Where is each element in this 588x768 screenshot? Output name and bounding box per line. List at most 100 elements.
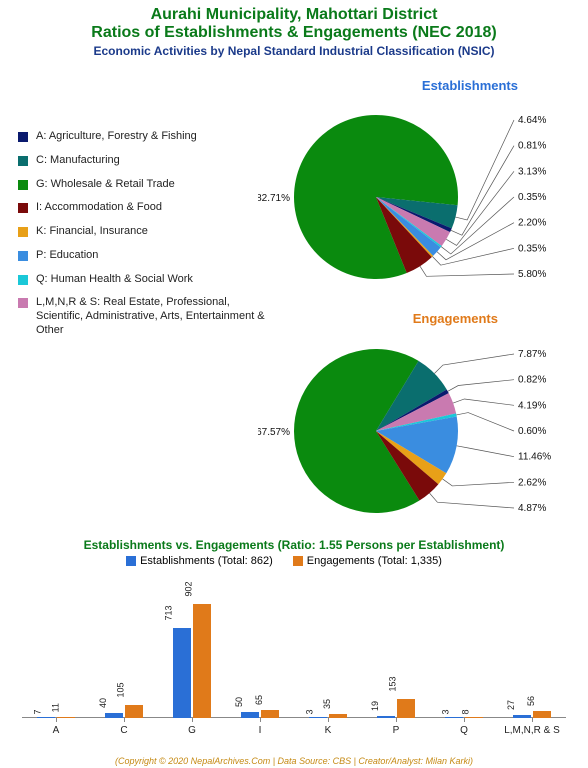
bar-category-label: C — [90, 725, 158, 736]
bar: 7 — [37, 717, 55, 718]
bar-tick — [192, 718, 193, 722]
pie-pct-label: 2.20% — [518, 218, 546, 229]
bar-baseline — [22, 717, 566, 718]
bar-tick — [532, 718, 533, 722]
pie-pct-label: 3.13% — [518, 166, 546, 177]
bar: 35 — [329, 714, 347, 718]
pie-pct-label: 11.46% — [518, 452, 551, 463]
pie-pct-label: 2.62% — [518, 477, 546, 488]
bar-value: 50 — [234, 697, 245, 707]
legend-item: A: Agriculture, Forestry & Fishing — [18, 130, 266, 144]
legend-text: P: Education — [36, 249, 98, 263]
leader-line — [448, 380, 514, 392]
pie-engagements: 67.57% 7.87% 0.82% 4.19% 0.60% 11.46% 2.62% 4.8… — [258, 326, 578, 536]
legend-item: Q: Human Health & Social Work — [18, 273, 266, 287]
bar: 8 — [465, 717, 483, 718]
bar: 50 — [241, 712, 259, 718]
legend-text: K: Financial, Insurance — [36, 225, 148, 239]
bar-legend-text: Engagements (Total: 1,335) — [307, 555, 442, 567]
legend-item: I: Accommodation & Food — [18, 201, 266, 215]
bar-value: 7 — [32, 709, 43, 714]
bar-legend: Establishments (Total: 862) Engagements (… — [0, 555, 588, 567]
bar-legend-swatch — [126, 556, 136, 566]
bar: 40 — [105, 713, 123, 718]
bar-value: 35 — [322, 699, 333, 709]
bar: 713 — [173, 628, 191, 718]
bar-value: 27 — [506, 700, 517, 710]
leader-line — [430, 493, 514, 508]
pie-pct-label: 0.35% — [518, 192, 546, 203]
pie-pct-label: 4.87% — [518, 503, 546, 514]
legend-text: C: Manufacturing — [36, 154, 120, 168]
subtitle: Economic Activities by Nepal Standard In… — [0, 44, 588, 58]
bar-tick — [124, 718, 125, 722]
leader-line — [451, 146, 514, 235]
title-line1: Aurahi Municipality, Mahottari District — [0, 6, 588, 24]
bar-category-label: G — [158, 725, 226, 736]
bar-value: 40 — [98, 698, 109, 708]
bar: 27 — [513, 715, 531, 718]
bar-legend-text: Establishments (Total: 862) — [140, 555, 273, 567]
bar-value: 3 — [304, 709, 315, 714]
leader-line — [420, 266, 514, 276]
legend-item: C: Manufacturing — [18, 154, 266, 168]
pie-pct-label: 67.57% — [258, 427, 290, 438]
title-line2: Ratios of Establishments & Engagements (… — [0, 24, 588, 42]
bar-value: 65 — [254, 695, 265, 705]
legend-swatch — [18, 298, 28, 308]
pie-pct-label: 0.35% — [518, 243, 546, 254]
pie-pct-label: 82.71% — [258, 193, 290, 204]
legend-swatch — [18, 203, 28, 213]
leader-line — [443, 479, 514, 486]
pie-pct-label: 0.82% — [518, 375, 546, 386]
bar-value: 19 — [370, 701, 381, 711]
leader-line — [434, 354, 514, 373]
legend-item: G: Wholesale & Retail Trade — [18, 178, 266, 192]
establishments-label: Establishments — [422, 78, 518, 93]
leader-line — [453, 399, 514, 405]
bar-category-label: P — [362, 725, 430, 736]
footer: (Copyright © 2020 NepalArchives.Com | Da… — [0, 756, 588, 766]
bar: 65 — [261, 710, 279, 718]
bar: 153 — [397, 699, 415, 718]
bar: 11 — [57, 717, 75, 718]
bar-value: 105 — [115, 682, 126, 697]
bar-tick — [328, 718, 329, 722]
pie-pct-label: 5.80% — [518, 269, 546, 280]
pie-pct-label: 7.87% — [518, 349, 546, 360]
bar: 56 — [533, 711, 551, 718]
bar-tick — [464, 718, 465, 722]
legend-swatch — [18, 227, 28, 237]
legend-swatch — [18, 156, 28, 166]
bar: 3 — [445, 717, 463, 718]
bar-title: Establishments vs. Engagements (Ratio: 1… — [0, 538, 588, 552]
bar-category-label: K — [294, 725, 362, 736]
bar-tick — [260, 718, 261, 722]
bar-legend-swatch — [293, 556, 303, 566]
legend-item: P: Education — [18, 249, 266, 263]
leader-line — [456, 413, 514, 431]
bar-category-label: A — [22, 725, 90, 736]
pie-pct-label: 4.19% — [518, 400, 546, 411]
pie-pct-label: 0.81% — [518, 141, 546, 152]
legend-swatch — [18, 180, 28, 190]
bar: 19 — [377, 716, 395, 718]
bar-value: 56 — [526, 696, 537, 706]
bar-value: 8 — [460, 709, 471, 714]
legend-text: A: Agriculture, Forestry & Fishing — [36, 130, 197, 144]
pie-pct-label: 0.60% — [518, 426, 546, 437]
bar-category-label: L,M,N,R & S — [498, 725, 566, 736]
leader-line — [457, 446, 514, 457]
bar-value: 902 — [183, 582, 194, 597]
pie-pct-label: 4.64% — [518, 115, 546, 126]
legend-swatch — [18, 132, 28, 142]
bar: 105 — [125, 705, 143, 718]
legend-text: G: Wholesale & Retail Trade — [36, 178, 175, 192]
legend-text: I: Accommodation & Food — [36, 201, 162, 215]
legend-item: K: Financial, Insurance — [18, 225, 266, 239]
legend-swatch — [18, 275, 28, 285]
bar-value: 153 — [387, 676, 398, 691]
title-block: Aurahi Municipality, Mahottari District … — [0, 0, 588, 58]
bar-tick — [56, 718, 57, 722]
pie-establishments: 82.71% 4.64% 0.81% 3.13% 0.35% 2.20% 0.35% 5.80… — [258, 92, 578, 302]
